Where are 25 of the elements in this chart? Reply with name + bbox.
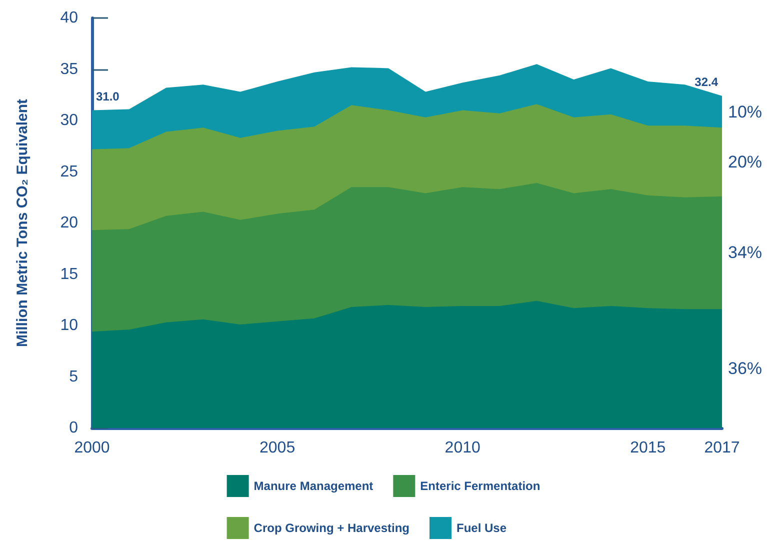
legend-label: Enteric Fermentation <box>420 479 540 493</box>
total-label: 31.0 <box>96 89 120 104</box>
y-tick-label: 10 <box>60 317 78 334</box>
x-tick-label: 2000 <box>74 440 110 456</box>
legend-label: Manure Management <box>254 479 374 493</box>
y-axis-title: Million Metric Tons CO₂ Equivalent <box>14 98 31 348</box>
y-tick-label: 15 <box>60 266 78 283</box>
text: 20% <box>728 152 762 172</box>
y-tick-label: 5 <box>69 368 78 386</box>
x-tick-label: 2015 <box>630 440 666 456</box>
legend-label: Fuel Use <box>456 521 507 535</box>
text: 34% <box>728 243 762 262</box>
text: 36% <box>728 359 762 378</box>
y-tick-label: 25 <box>60 163 78 180</box>
text: 10% <box>728 102 762 122</box>
y-tick-label: 35 <box>60 60 78 78</box>
x-tick-label: 2005 <box>259 440 296 456</box>
y-tick-label: 40 <box>60 10 78 26</box>
total-label: 32.4 <box>694 74 718 89</box>
y-tick-label: 30 <box>60 112 78 129</box>
x-tick-label: 2010 <box>444 440 480 456</box>
legend-label: Crop Growing + Harvesting <box>254 521 410 535</box>
x-tick-label: 2017 <box>704 440 740 456</box>
y-tick-label: 20 <box>60 214 78 232</box>
y-tick-label: 0 <box>69 420 78 436</box>
